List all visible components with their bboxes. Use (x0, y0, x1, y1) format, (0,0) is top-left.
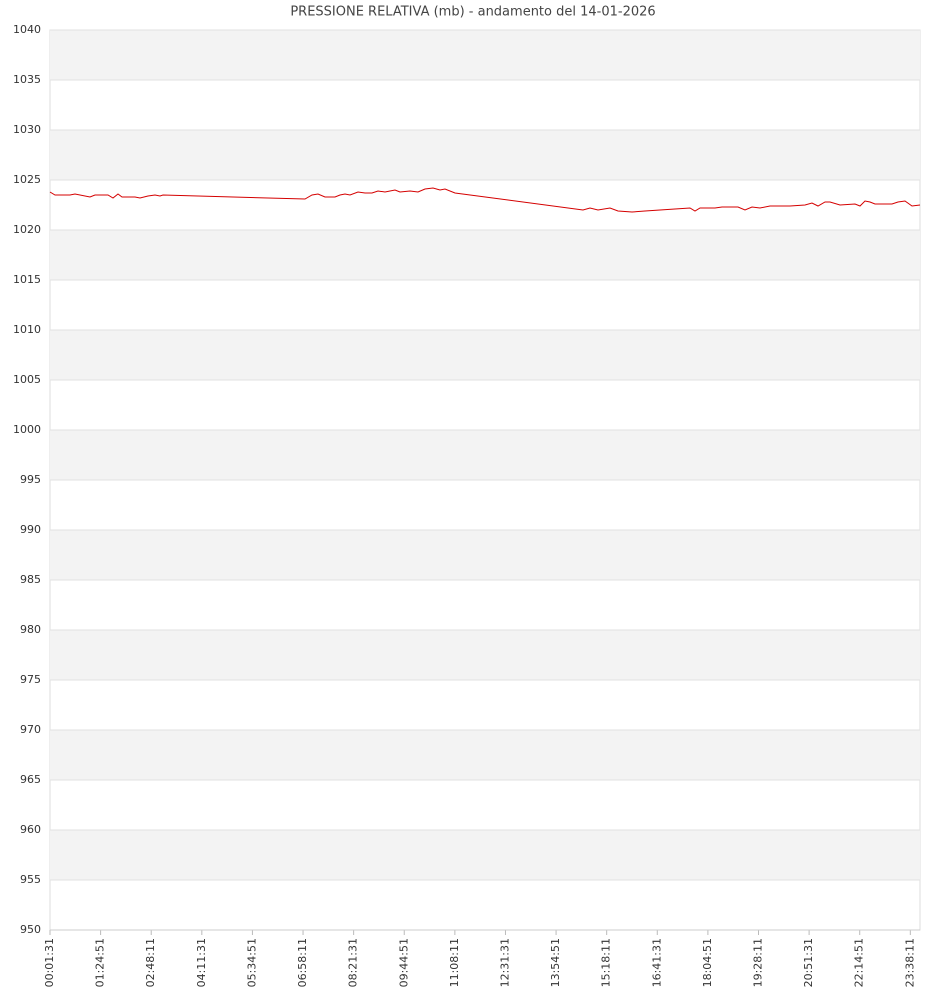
x-tick-label: 08:21:31 (347, 938, 360, 987)
x-tick-label: 13:54:51 (549, 938, 562, 987)
y-tick-label: 980 (20, 623, 41, 636)
x-tick-label: 05:34:51 (245, 938, 258, 987)
y-tick-label: 1035 (13, 73, 41, 86)
grid-band (50, 330, 920, 380)
x-tick-label: 00:01:31 (43, 938, 56, 987)
grid-band (50, 30, 920, 80)
x-tick-label: 23:38:11 (903, 938, 916, 987)
y-tick-label: 1010 (13, 323, 41, 336)
y-tick-label: 955 (20, 873, 41, 886)
y-tick-label: 975 (20, 673, 41, 686)
grid-band (50, 530, 920, 580)
grid-band (50, 430, 920, 480)
y-tick-label: 1015 (13, 273, 41, 286)
y-tick-label: 1005 (13, 373, 41, 386)
x-tick-label: 20:51:31 (802, 938, 815, 987)
y-tick-label: 1030 (13, 123, 41, 136)
x-tick-label: 12:31:31 (498, 938, 511, 987)
x-tick-label: 19:28:11 (752, 938, 765, 987)
grid-band (50, 830, 920, 880)
y-tick-label: 1025 (13, 173, 41, 186)
x-tick-label: 11:08:11 (448, 938, 461, 987)
y-tick-label: 1020 (13, 223, 41, 236)
y-tick-label: 1000 (13, 423, 41, 436)
grid-band (50, 230, 920, 280)
y-tick-label: 950 (20, 923, 41, 936)
x-tick-label: 18:04:51 (701, 938, 714, 987)
y-tick-label: 990 (20, 523, 41, 536)
x-tick-label: 02:48:11 (144, 938, 157, 987)
y-tick-label: 960 (20, 823, 41, 836)
x-tick-label: 15:18:11 (600, 938, 613, 987)
y-tick-label: 985 (20, 573, 41, 586)
grid-band (50, 130, 920, 180)
y-tick-label: 965 (20, 773, 41, 786)
grid-band (50, 730, 920, 780)
y-tick-label: 970 (20, 723, 41, 736)
x-tick-label: 04:11:31 (195, 938, 208, 987)
y-tick-label: 995 (20, 473, 41, 486)
x-tick-label: 01:24:51 (94, 938, 107, 987)
grid-band (50, 630, 920, 680)
x-tick-label: 22:14:51 (853, 938, 866, 987)
x-tick-label: 16:41:31 (650, 938, 663, 987)
x-tick-label: 06:58:11 (296, 938, 309, 987)
x-tick-label: 09:44:51 (397, 938, 410, 987)
data-line (49, 187, 921, 213)
y-tick-label: 1040 (13, 23, 41, 36)
chart-title: PRESSIONE RELATIVA (mb) - andamento del … (290, 5, 655, 20)
